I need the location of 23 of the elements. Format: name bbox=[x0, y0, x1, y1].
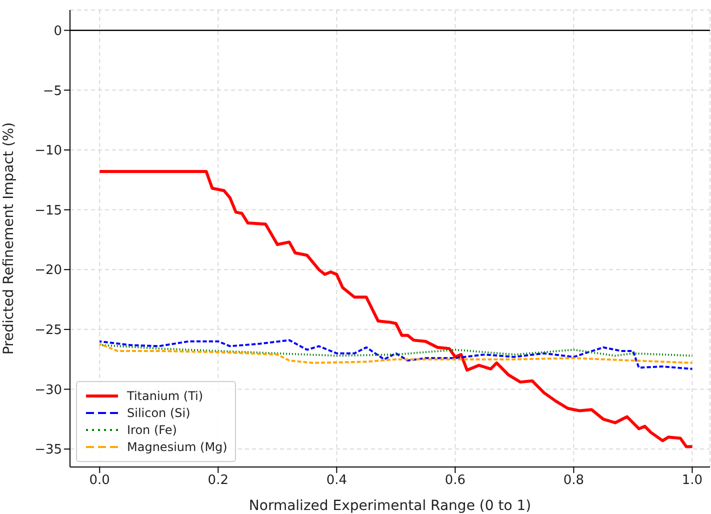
y-tick-label: 0 bbox=[54, 24, 62, 39]
legend-label: Magnesium (Mg) bbox=[127, 440, 228, 454]
y-tick-label: −35 bbox=[34, 442, 62, 458]
x-tick-label: 1.0 bbox=[682, 473, 703, 488]
x-tick-label: 0.0 bbox=[89, 473, 110, 488]
x-axis-title: Normalized Experimental Range (0 to 1) bbox=[248, 498, 532, 514]
line-series bbox=[98, 339, 694, 370]
legend-label: Silicon (Si) bbox=[127, 406, 190, 420]
y-tick-label: −10 bbox=[34, 144, 62, 159]
line-series bbox=[98, 344, 694, 357]
x-tick-label: 0.4 bbox=[326, 473, 348, 488]
legend-label: Iron (Fe) bbox=[127, 423, 177, 437]
y-tick-label: −15 bbox=[34, 203, 62, 218]
y-tick-label: −30 bbox=[34, 382, 62, 398]
y-tick-label: −25 bbox=[34, 323, 62, 338]
x-tick-label: 0.8 bbox=[563, 473, 584, 488]
y-axis-title: Predicted Refinement Impact (%) bbox=[0, 122, 17, 355]
y-tick-label: −5 bbox=[42, 84, 62, 99]
x-tick-label: 0.2 bbox=[208, 473, 228, 488]
line-series bbox=[98, 342, 694, 364]
x-tick-label: 0.6 bbox=[444, 473, 466, 488]
y-tick-label: −20 bbox=[34, 263, 62, 278]
legend-label: Titanium (Ti) bbox=[127, 389, 204, 403]
